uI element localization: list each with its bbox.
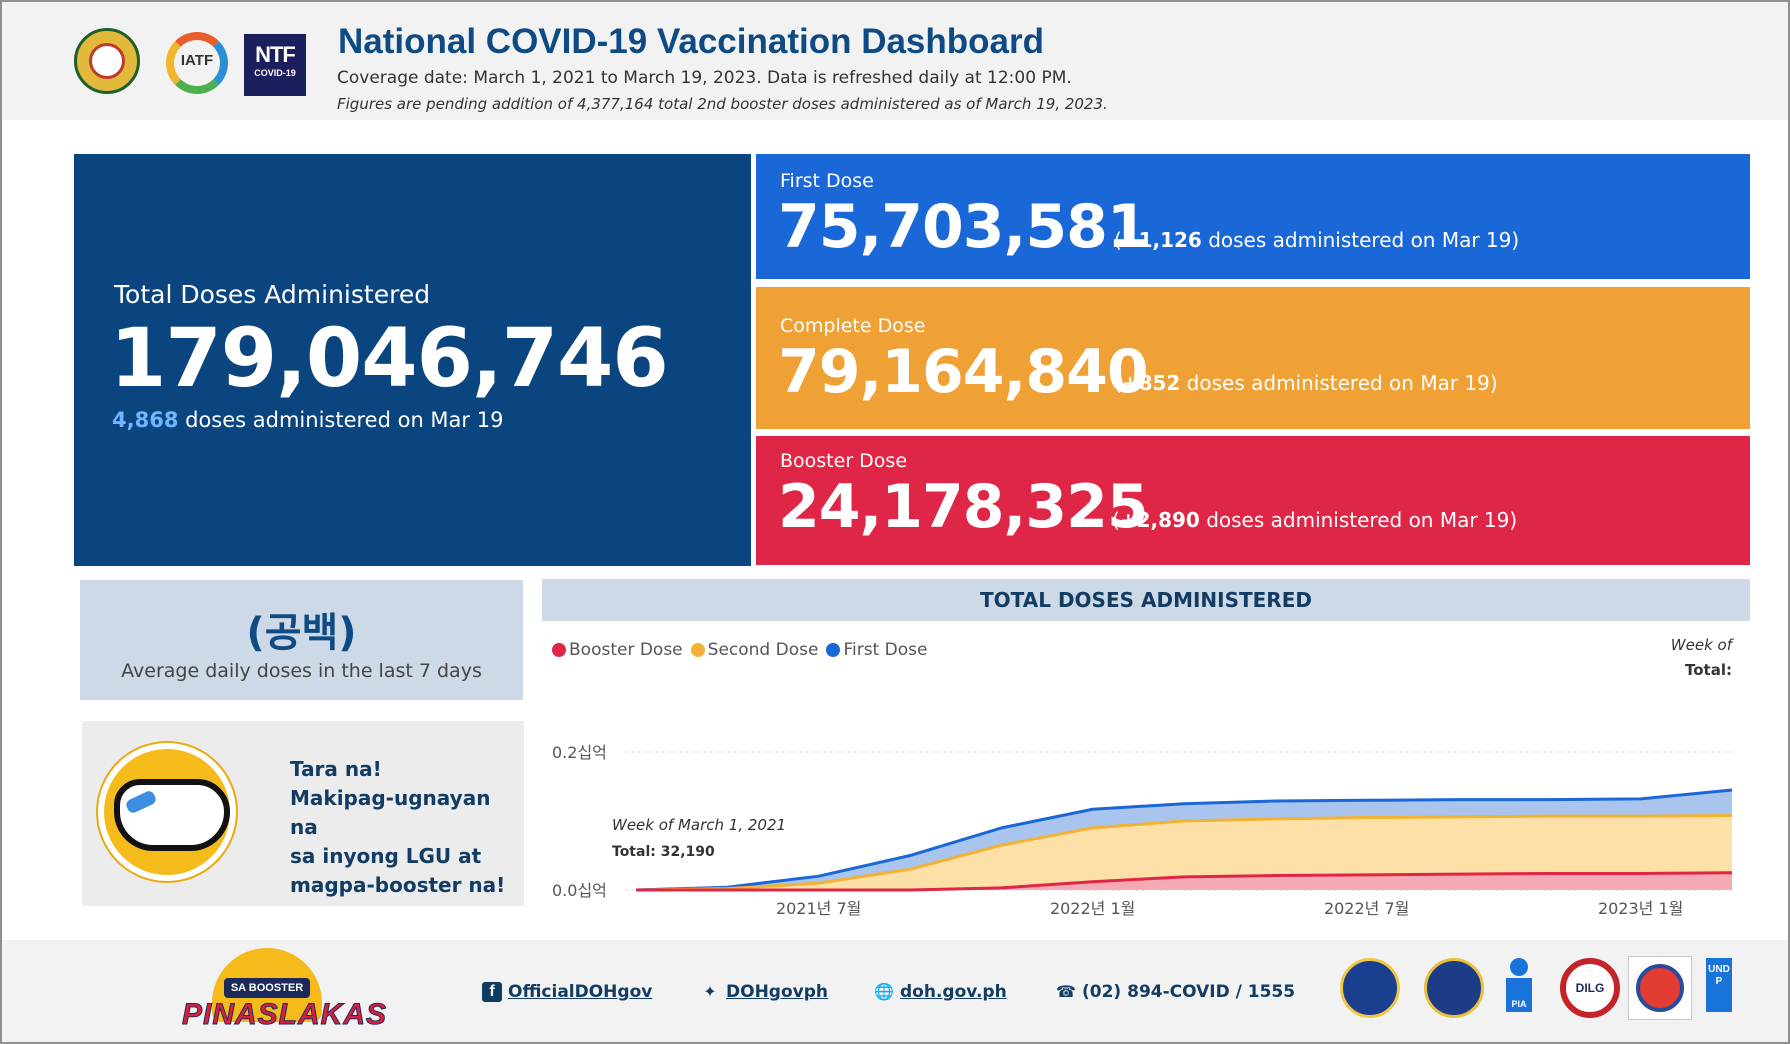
y-tick-label: 0.2십억 [552,743,607,762]
booster-dose-line [636,871,1733,892]
facebook-icon: f [482,982,502,1002]
first-dose-label: First Dose [780,170,874,192]
complete-dose-card: Complete Dose 79,164,840 (+852 doses adm… [756,287,1750,429]
y-tick-label: 0.0십억 [552,881,607,900]
booster-dose-card: Booster Dose 24,178,325 (+2,890 doses ad… [756,436,1750,565]
pinaslakas-logo: SA BOOSTER PINASLAKAS [182,948,387,1032]
legend-dot-second [690,643,705,657]
first-dose-value: 75,703,581 [778,192,1149,262]
chart-legend: Booster Dose Second Dose First Dose [552,640,927,660]
booster-dose-value: 24,178,325 [778,472,1149,542]
total-doses-card: Total Doses Administered 179,046,746 4,8… [74,154,751,566]
legend-item-second[interactable]: Second Dose [690,640,818,660]
coverage-text: Coverage date: March 1, 2021 to March 19… [337,68,1072,88]
complete-dose-value: 79,164,840 [778,337,1149,407]
twitter-icon: ✦ [703,982,717,1001]
average-daily-label: Average daily doses in the last 7 days [121,660,482,682]
booster-dose-area [636,872,1732,890]
x-tick-label: 2021년 7월 [776,899,861,918]
booster-promo-panel: Tara na! Makipag-ugnayan na sa inyong LG… [82,721,524,906]
total-doses-label: Total Doses Administered [114,280,431,309]
iatf-logo: IATF [160,28,234,102]
undp-logo: UNDP [1706,958,1732,1012]
first-dose-line [635,788,1733,892]
first-dose-card: First Dose 75,703,581 (+1,126 doses admi… [756,154,1750,279]
average-daily-panel: (공백) Average daily doses in the last 7 d… [80,580,523,700]
globe-icon: 🌐 [874,982,894,1001]
phone-icon: ☎ [1056,982,1076,1001]
legend-dot-booster [552,643,566,657]
flexed-arm-icon [98,743,236,881]
x-tick-label: 2022년 7월 [1324,899,1409,918]
tooltip-week: Week of March 1, 2021 [612,816,786,834]
x-tick-label: 2023년 1월 [1598,899,1683,918]
ntf-logo: NTF COVID-19 [244,34,306,96]
pcoo-seal-logo [1340,958,1400,1018]
complete-dose-delta: (+852 doses administered on Mar 19) [1114,371,1498,395]
agency-seal-logo [1628,956,1692,1020]
first-dose-delta: (+1,126 doses administered on Mar 19) [1114,228,1520,252]
booster-dose-delta: (+2,890 doses administered on Mar 19) [1112,508,1518,532]
x-tick-label: 2022년 1월 [1050,899,1135,918]
page-title: National COVID-19 Vaccination Dashboard [338,22,1044,61]
pia-logo: PIA [1506,958,1532,1014]
government-seal-logo [1424,958,1484,1018]
dilg-logo: DILG [1560,958,1620,1018]
chart-heading: TOTAL DOSES ADMINISTERED [542,579,1750,621]
website-link[interactable]: 🌐 doh.gov.ph [874,982,1007,1002]
doses-area-chart[interactable]: 0.0십억 0.2십억 2021년 7월 2022년 1월 2022년 7월 2023년… [542,690,1750,930]
twitter-link[interactable]: ✦ DOHgovph [700,982,828,1002]
average-daily-value: (공백) [246,610,357,656]
second-dose-line [635,813,1733,892]
second-dose-area [636,815,1732,890]
total-doses-value: 179,046,746 [110,312,669,406]
booster-dose-label: Booster Dose [780,450,908,472]
doh-seal-logo [74,28,140,94]
legend-item-first[interactable]: First Dose [826,640,927,660]
promo-text: Tara na! Makipag-ugnayan na sa inyong LG… [290,757,506,897]
legend-dot-first [826,643,841,657]
legend-item-booster[interactable]: Booster Dose [552,640,683,660]
hover-week-label: Week of [1670,636,1732,654]
hover-total-label: Total: [1685,661,1732,679]
total-daily-text: 4,868 doses administered on Mar 19 [112,408,504,432]
pending-note: Figures are pending addition of 4,377,16… [337,95,1108,113]
facebook-link[interactable]: f OfficialDOHgov [482,982,652,1002]
tooltip-total: Total: 32,190 [612,844,715,860]
complete-dose-label: Complete Dose [780,315,926,337]
phone-link[interactable]: ☎ (02) 894-COVID / 1555 [1056,982,1296,1002]
